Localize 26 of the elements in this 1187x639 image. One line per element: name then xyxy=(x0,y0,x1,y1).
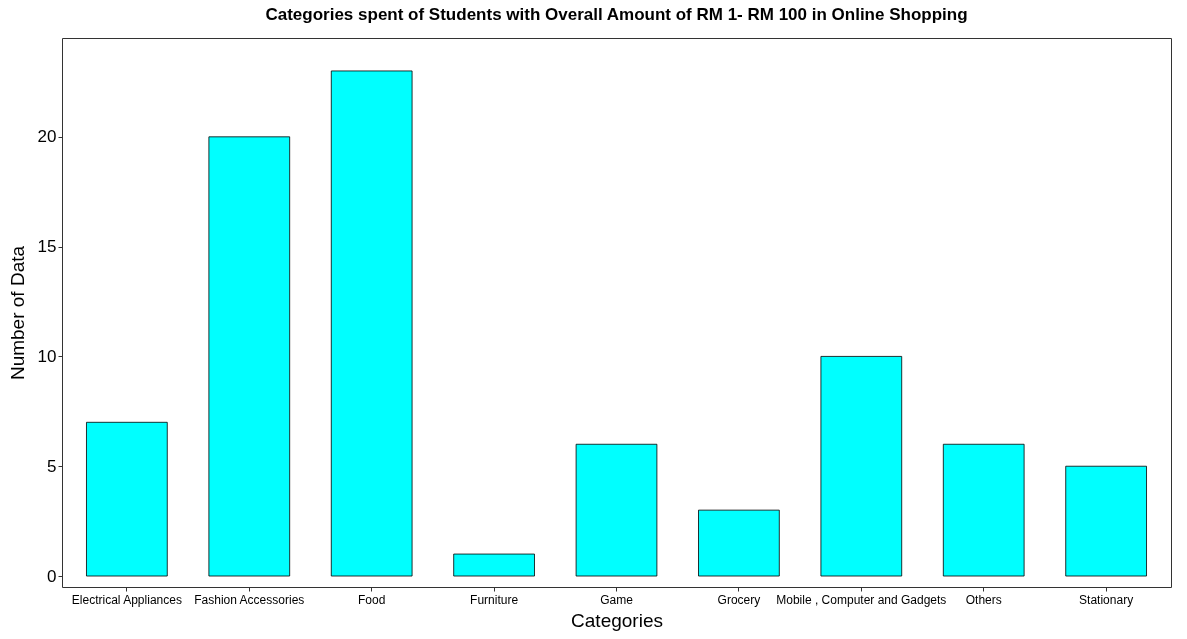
x-tick-label: Grocery xyxy=(717,592,761,607)
x-tick-label: Fashion Accessories xyxy=(194,592,305,607)
y-tick-label: 20 xyxy=(37,127,57,147)
x-tick-label: Food xyxy=(358,592,386,607)
x-tick-label: Others xyxy=(965,592,1002,607)
y-tick-label: 15 xyxy=(37,237,57,257)
y-axis-title: Number of Data xyxy=(6,245,28,381)
y-tick-label: 10 xyxy=(37,346,57,366)
x-tick-label: Furniture xyxy=(470,592,519,607)
bar xyxy=(698,509,780,577)
y-tick-label: 0 xyxy=(47,566,57,586)
x-tick-label: Stationary xyxy=(1079,592,1134,607)
bar xyxy=(820,356,903,577)
bar xyxy=(330,70,413,577)
chart-title: Categories spent of Students with Overall Amount of RM 1- RM 100 in Online Shopping xyxy=(265,5,968,24)
bar xyxy=(1065,465,1147,577)
x-tick-label: Electrical Appliances xyxy=(71,592,182,607)
bar xyxy=(575,443,658,577)
x-tick-label: Mobile , Computer and Gadgets xyxy=(776,592,947,607)
x-axis-title: Categories xyxy=(571,609,663,631)
bar xyxy=(453,553,535,577)
y-tick-label: 5 xyxy=(47,456,57,476)
bar xyxy=(208,136,291,577)
bar xyxy=(86,421,168,577)
x-tick-label: Game xyxy=(600,592,634,607)
bar xyxy=(942,443,1025,577)
